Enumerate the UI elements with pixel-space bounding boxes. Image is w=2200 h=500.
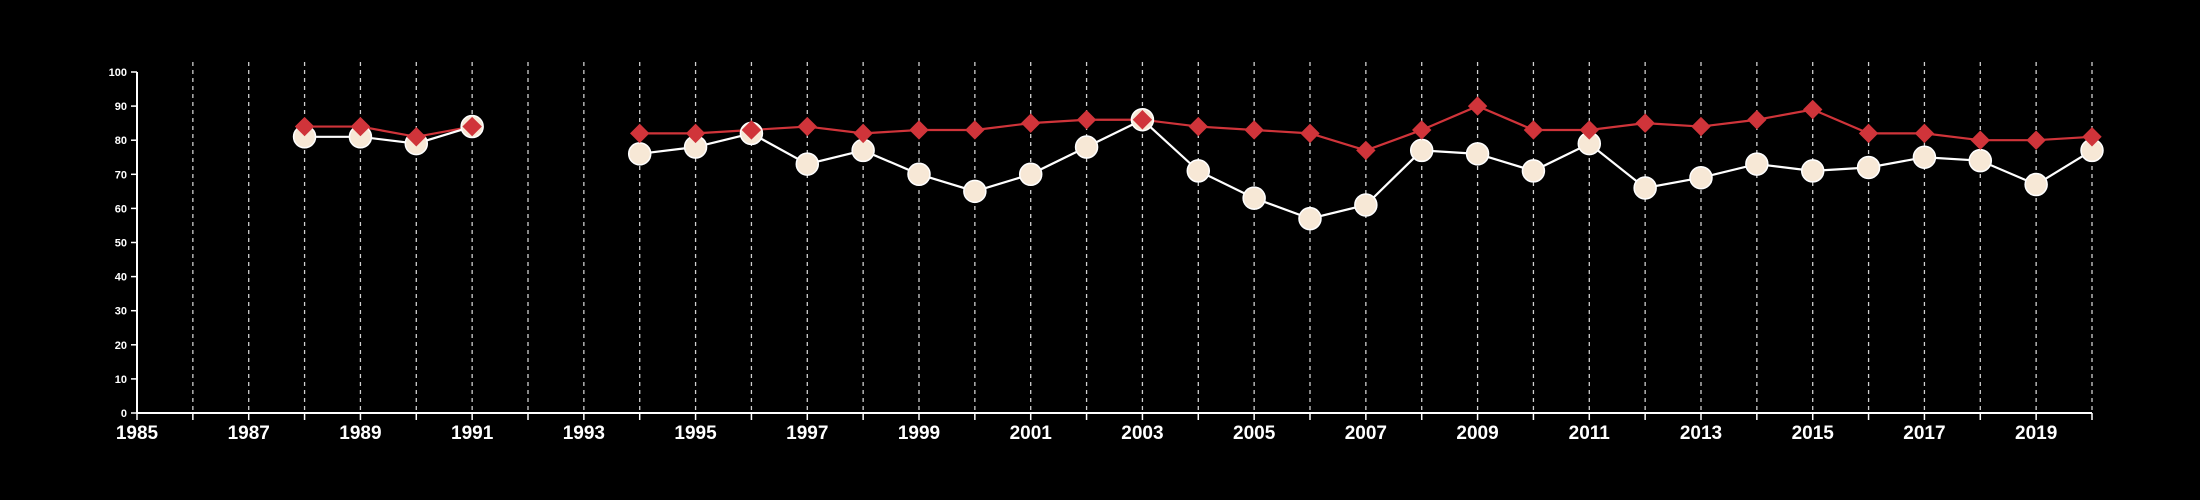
diamond-marker: [797, 116, 817, 137]
circle-marker: [1354, 193, 1378, 217]
x-tick-label: 1989: [339, 423, 381, 444]
x-tick-label: 1997: [786, 423, 828, 444]
diamond-marker: [1803, 99, 1823, 120]
diamond-marker: [909, 120, 929, 140]
circle-marker: [1018, 162, 1043, 187]
diamond-marker: [1970, 130, 1990, 150]
x-tick-label: 2013: [1680, 423, 1722, 444]
circle-marker: [1633, 176, 1657, 200]
diamond-marker: [2026, 130, 2046, 150]
x-tick-label: 2019: [2015, 423, 2057, 444]
circle-marker: [2024, 172, 2048, 197]
diamond-marker: [1579, 120, 1599, 140]
x-tick-label: 2003: [1121, 423, 1163, 444]
x-tick-label: 2011: [1569, 423, 1611, 444]
diamond-marker: [1356, 140, 1376, 161]
circle-marker: [1186, 159, 1211, 183]
y-tick-label: 80: [115, 135, 127, 147]
diamond-marker: [630, 123, 650, 144]
diamond-marker: [294, 116, 315, 137]
diamond-marker: [1244, 120, 1264, 140]
diamond-marker: [1691, 116, 1711, 137]
circle-marker: [1465, 142, 1490, 166]
circle-marker: [627, 142, 652, 166]
series-line-2: [304, 125, 473, 145]
y-tick-label: 90: [115, 101, 127, 113]
y-tick-label: 70: [115, 169, 127, 181]
diamond-marker: [406, 127, 426, 147]
y-tick-label: 10: [115, 374, 127, 386]
x-tick-label: 1991: [451, 423, 494, 444]
diamond-marker: [741, 120, 762, 140]
x-tick-label: 2009: [1456, 423, 1498, 444]
diamond-marker: [965, 120, 985, 140]
diamond-marker: [1635, 113, 1655, 133]
diamond-marker: [853, 123, 873, 144]
y-tick-label: 60: [115, 203, 127, 215]
y-tick-label: 20: [115, 340, 127, 352]
circle-marker: [795, 152, 820, 176]
circle-marker: [1800, 159, 1825, 183]
circle-marker: [1745, 152, 1769, 176]
y-tick-label: 40: [115, 272, 127, 284]
x-tick-label: 2017: [1903, 423, 1945, 444]
circle-marker: [1968, 148, 1993, 173]
diamond-marker: [1467, 96, 1488, 116]
series-line-1: [304, 125, 473, 138]
diamond-marker: [1132, 110, 1153, 130]
y-tick-label: 0: [121, 408, 127, 420]
x-tick-label: 1995: [674, 423, 717, 444]
diamond-marker: [1188, 116, 1208, 137]
x-tick-label: 1993: [563, 423, 605, 444]
diamond-marker: [1914, 123, 1935, 144]
diamond-marker: [2082, 127, 2102, 147]
x-tick-label: 2015: [1792, 423, 1835, 444]
diamond-marker: [1858, 123, 1879, 144]
diamond-marker: [1747, 110, 1767, 130]
diamond-marker: [1412, 120, 1432, 140]
y-tick-label: 50: [115, 238, 127, 250]
diamond-marker: [350, 116, 371, 137]
circle-marker: [1242, 186, 1266, 210]
circle-marker: [963, 179, 987, 204]
x-tick-label: 2005: [1233, 423, 1276, 444]
x-tick-label: 1985: [116, 423, 159, 444]
circle-marker: [1298, 206, 1322, 231]
diamond-marker: [685, 123, 706, 144]
axes: 0 10 20 30 40 50 60 70 80 90 100 1985 1987 1989 1991 19…: [109, 67, 2093, 444]
y-tick-label: 100: [109, 67, 127, 79]
diamond-marker: [1523, 120, 1544, 140]
diamond-marker: [1076, 110, 1097, 130]
circle-marker: [1409, 138, 1434, 163]
circle-marker: [1074, 135, 1099, 159]
circle-marker: [1856, 155, 1881, 180]
x-tick-label: 1999: [898, 423, 940, 444]
x-tick-label: 1987: [228, 423, 270, 444]
circle-marker: [1912, 145, 1937, 169]
x-tick-label: 2001: [1010, 423, 1053, 444]
diamond-marker: [1300, 123, 1320, 144]
diamond-marker: [462, 116, 482, 137]
diamond-marker: [1021, 113, 1041, 133]
circle-marker: [1689, 165, 1713, 190]
y-tick-label: 30: [115, 306, 127, 318]
circle-marker: [907, 162, 931, 187]
circle-marker: [1521, 159, 1546, 183]
series-markers: [292, 96, 2104, 231]
x-tick-label: 2007: [1345, 423, 1387, 444]
